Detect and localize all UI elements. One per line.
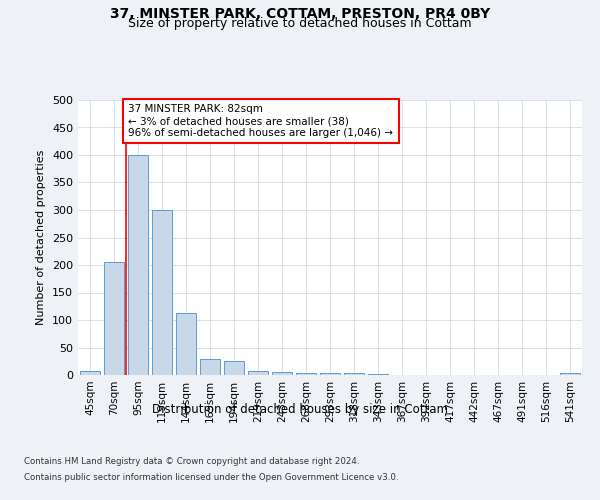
Bar (272, 372, 292, 375)
Bar (176, 314, 196, 375)
Bar (560, 373, 580, 375)
Bar (128, 155, 148, 375)
Bar (344, 374, 364, 375)
Bar (104, 262, 124, 375)
Bar (368, 374, 388, 375)
Bar (80, 370, 100, 375)
Bar (248, 370, 268, 375)
Text: Size of property relative to detached houses in Cottam: Size of property relative to detached ho… (128, 18, 472, 30)
Text: 37 MINSTER PARK: 82sqm
← 3% of detached houses are smaller (38)
96% of semi-deta: 37 MINSTER PARK: 82sqm ← 3% of detached … (128, 104, 394, 138)
Bar (320, 374, 340, 375)
Text: Distribution of detached houses by size in Cottam: Distribution of detached houses by size … (152, 402, 448, 415)
Text: 37, MINSTER PARK, COTTAM, PRESTON, PR4 0BY: 37, MINSTER PARK, COTTAM, PRESTON, PR4 0… (110, 8, 490, 22)
Bar (296, 373, 316, 375)
Bar (200, 358, 220, 375)
Text: Contains HM Land Registry data © Crown copyright and database right 2024.: Contains HM Land Registry data © Crown c… (24, 458, 359, 466)
Text: Contains public sector information licensed under the Open Government Licence v3: Contains public sector information licen… (24, 472, 398, 482)
Bar (152, 210, 172, 375)
Y-axis label: Number of detached properties: Number of detached properties (37, 150, 46, 325)
Bar (224, 361, 244, 375)
